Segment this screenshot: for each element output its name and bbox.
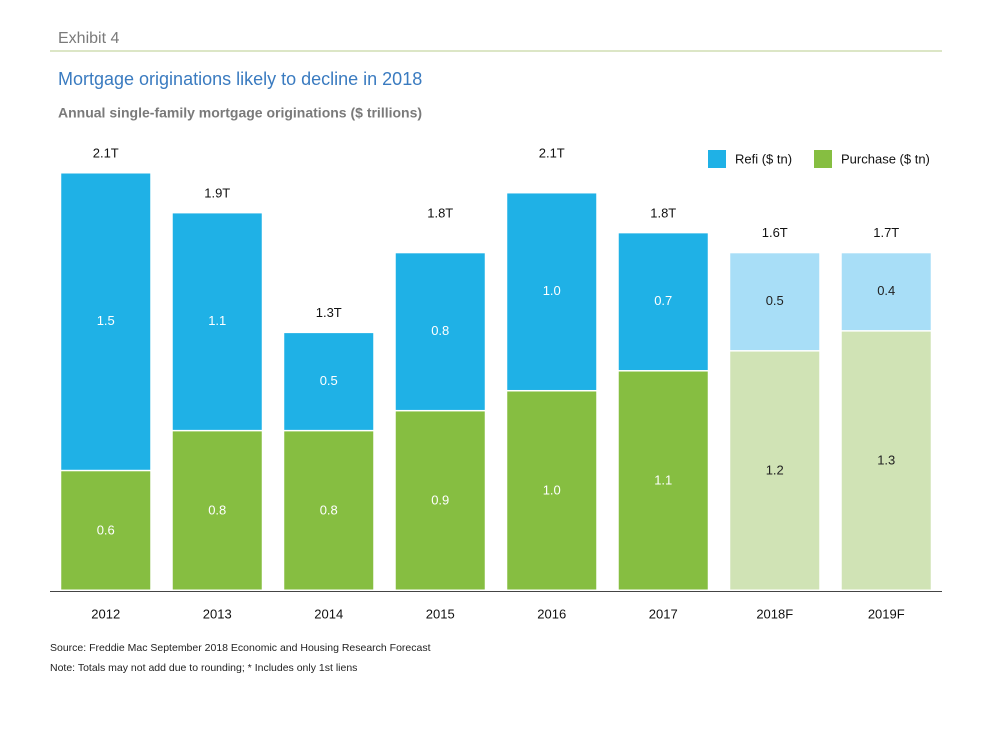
x-tick-label: 2018F <box>756 606 793 621</box>
legend-swatch <box>814 150 832 168</box>
bar-segment <box>841 253 931 331</box>
bar-segment <box>507 193 597 390</box>
total-label: 1.7T <box>873 225 899 240</box>
segment-label: 0.8 <box>208 503 226 518</box>
bar-segment <box>284 431 374 590</box>
x-tick-label: 2017 <box>649 606 678 621</box>
total-label: 2.1T <box>93 145 119 160</box>
total-label: 2.1T <box>539 145 565 160</box>
total-label: 1.9T <box>204 185 230 200</box>
bar-segment <box>730 351 820 590</box>
x-tick-label: 2016 <box>537 606 566 621</box>
segment-label: 0.5 <box>766 293 784 308</box>
bar-segment <box>172 213 262 430</box>
legend-swatch <box>708 150 726 168</box>
segment-label: 1.0 <box>543 283 561 298</box>
x-tick-label: 2015 <box>426 606 455 621</box>
segment-label: 1.2 <box>766 463 784 478</box>
segment-label: 0.4 <box>877 283 895 298</box>
segment-label: 0.6 <box>97 523 115 538</box>
segment-label: 0.8 <box>431 323 449 338</box>
bar-segment <box>507 391 597 590</box>
segment-label: 0.5 <box>320 373 338 388</box>
segment-label: 0.9 <box>431 493 449 508</box>
legend-label: Refi ($ tn) <box>735 151 792 166</box>
total-label: 1.8T <box>650 205 676 220</box>
bar-segment <box>61 173 151 470</box>
segment-label: 1.1 <box>208 313 226 328</box>
footnote: Note: Totals may not add due to rounding… <box>50 662 357 674</box>
x-tick-label: 2013 <box>203 606 232 621</box>
segment-label: 1.3 <box>877 453 895 468</box>
bar-segment <box>172 431 262 590</box>
bar-segment <box>61 471 151 590</box>
total-label: 1.3T <box>316 305 342 320</box>
segment-label: 1.5 <box>97 313 115 328</box>
bar-segment <box>395 253 485 410</box>
total-label: 1.6T <box>762 225 788 240</box>
x-tick-label: 2019F <box>868 606 905 621</box>
segment-label: 1.1 <box>654 473 672 488</box>
legend-label: Purchase ($ tn) <box>841 151 930 166</box>
bar-segment <box>841 331 931 590</box>
total-label: 1.8T <box>427 205 453 220</box>
chart-subtitle: Annual single-family mortgage originatio… <box>58 105 422 121</box>
bar-segment <box>618 233 708 371</box>
segment-label: 1.0 <box>543 483 561 498</box>
chart-title: Mortgage originations likely to decline … <box>58 69 422 89</box>
bar-segment <box>395 411 485 590</box>
x-tick-label: 2012 <box>91 606 120 621</box>
segment-label: 0.8 <box>320 503 338 518</box>
segment-label: 0.7 <box>654 293 672 308</box>
source-note: Source: Freddie Mac September 2018 Econo… <box>50 642 431 654</box>
bar-segment <box>730 253 820 351</box>
x-tick-label: 2014 <box>314 606 343 621</box>
bar-segment <box>284 333 374 430</box>
bar-segment <box>618 371 708 590</box>
exhibit-label: Exhibit 4 <box>58 30 119 47</box>
